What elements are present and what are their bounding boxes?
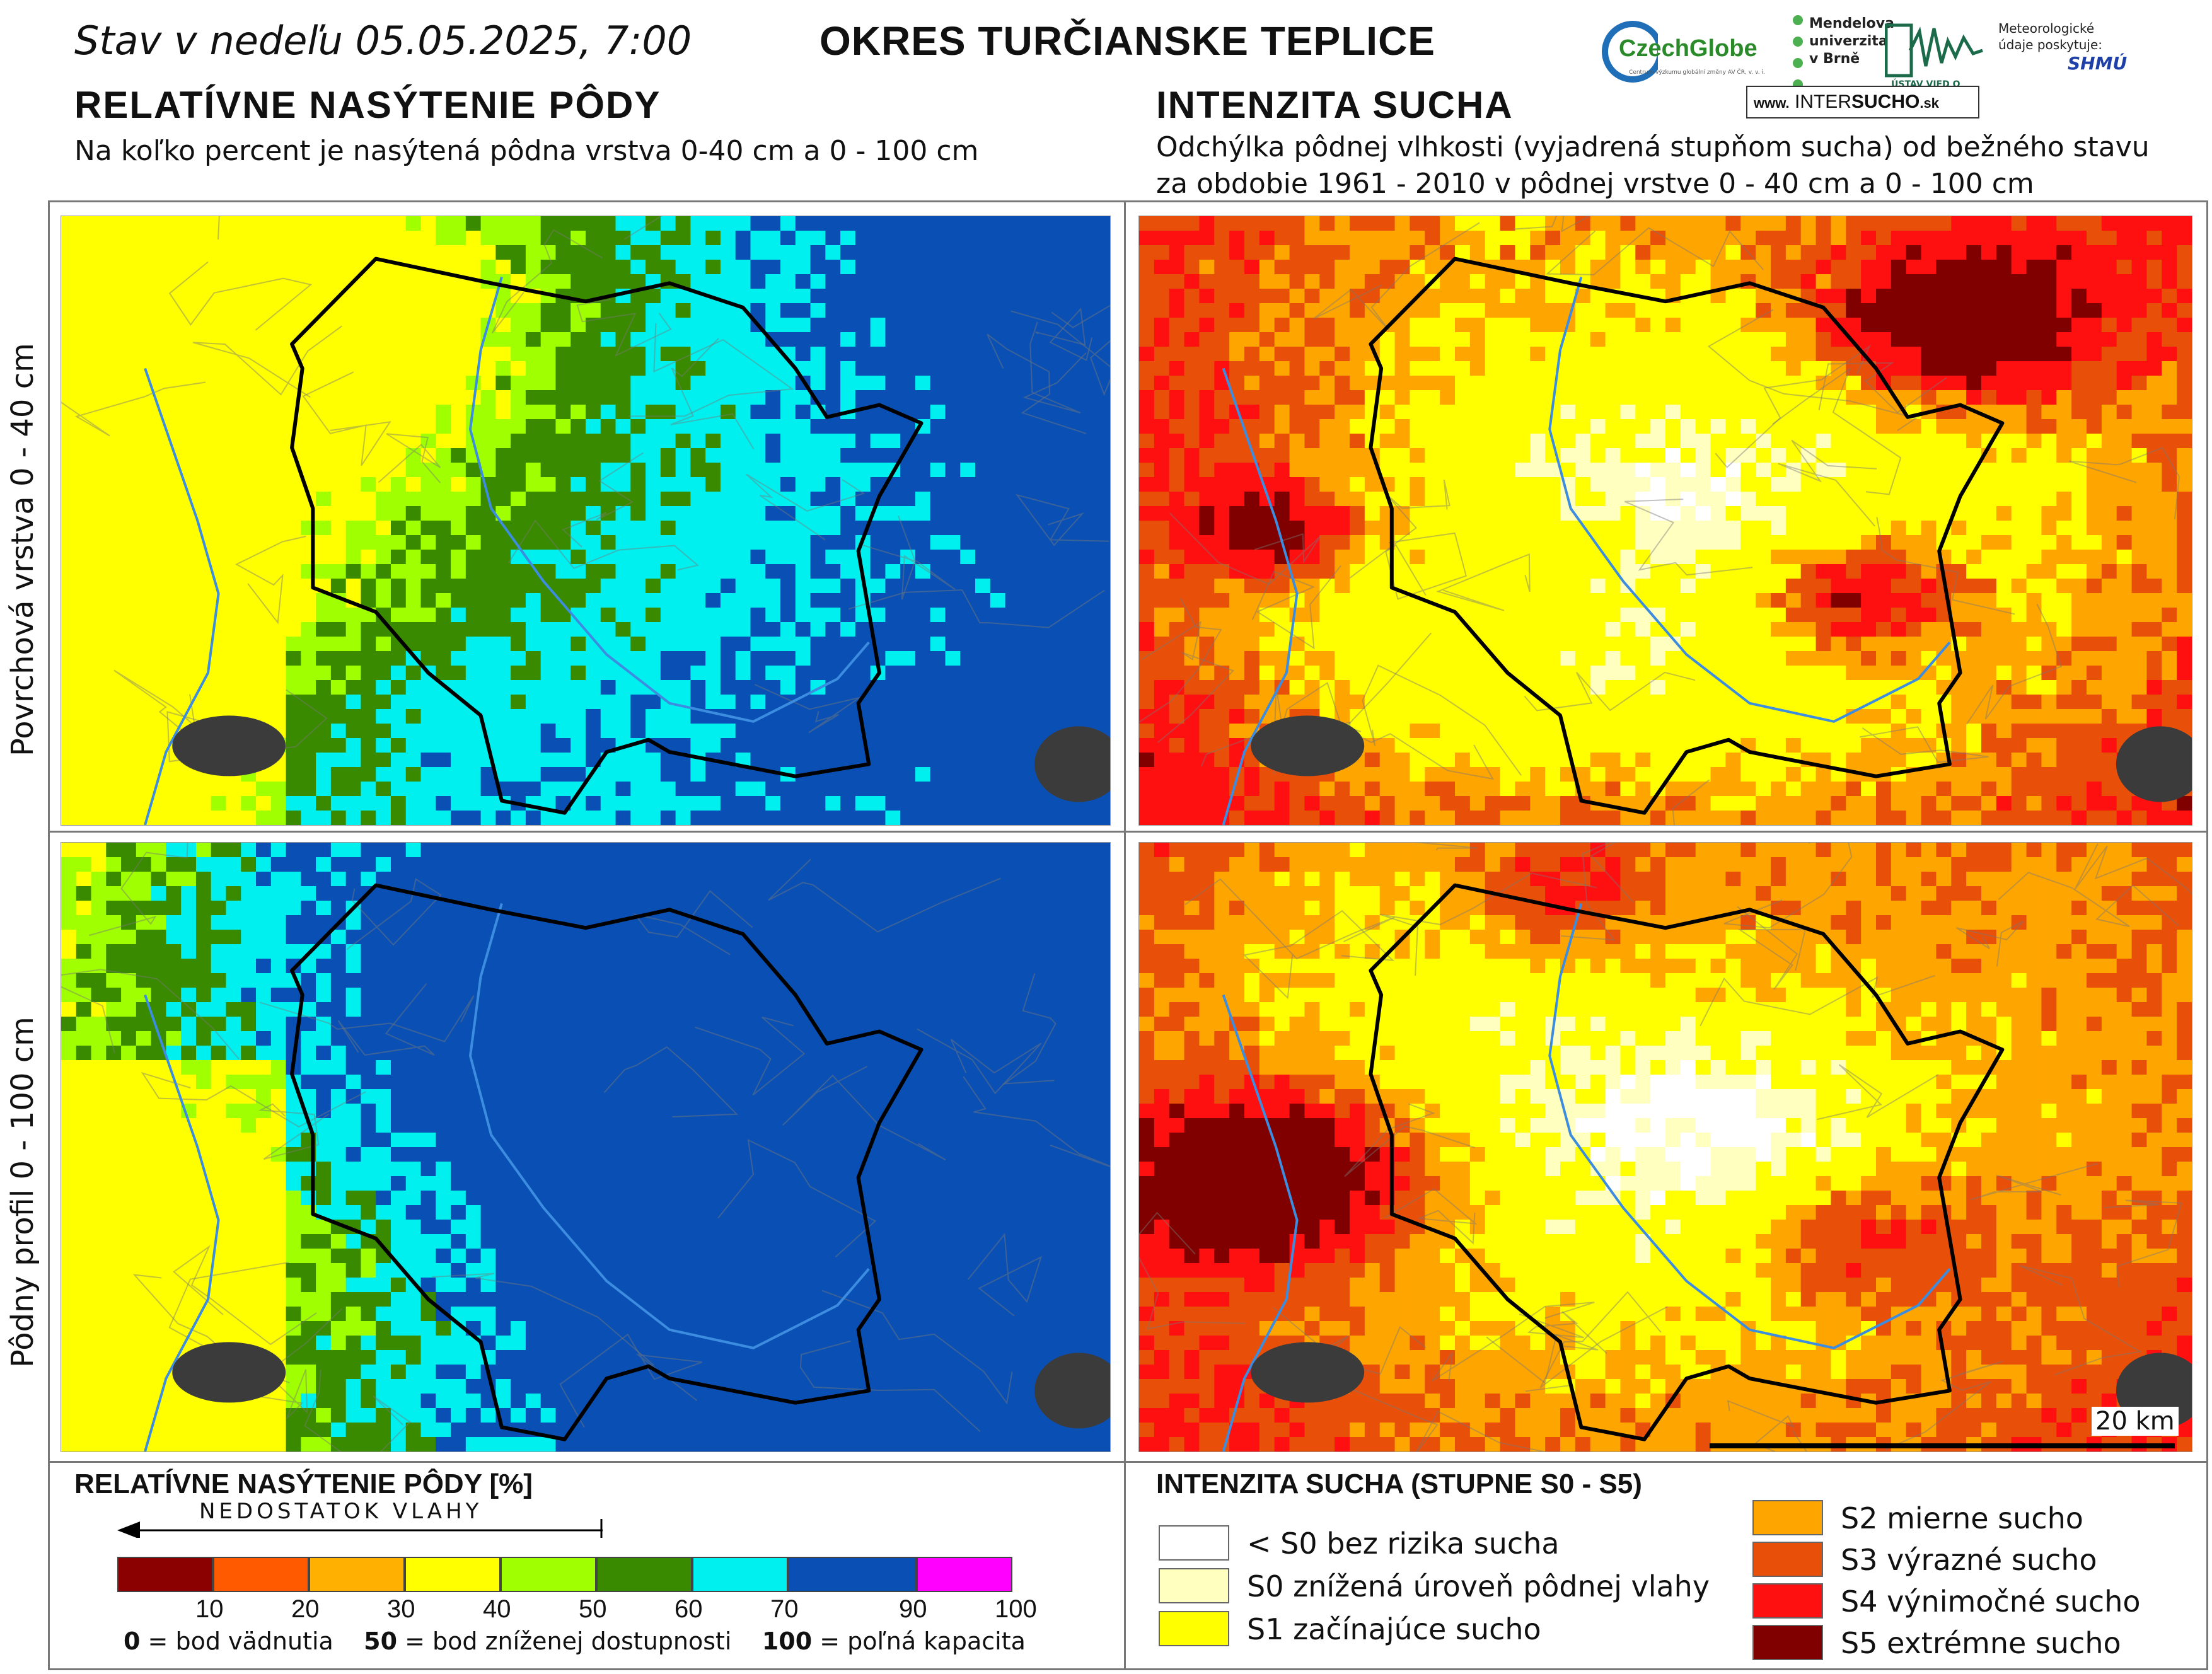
drought-legend-label: S4 výnimočné sucho bbox=[1841, 1585, 2141, 1619]
saturation-tick-label: 70 bbox=[770, 1595, 799, 1623]
saturation-color-bar bbox=[117, 1557, 1025, 1592]
saturation-tick-label: 40 bbox=[483, 1595, 511, 1623]
drought-subtitle-1: Odchýlka pôdnej vlhkosti (vyjadrená stup… bbox=[1156, 131, 2150, 163]
saturation-swatch bbox=[405, 1557, 501, 1592]
scale-bar-label: 20 km bbox=[2092, 1407, 2179, 1436]
saturation-swatch bbox=[788, 1557, 917, 1592]
drought-legend-label: S0 znížená úroveň pôdnej vlahy bbox=[1247, 1569, 1710, 1603]
drought-legend-swatch bbox=[1752, 1542, 1823, 1577]
intersucho-logo: www. INTERSUCHO.sk bbox=[1746, 86, 1979, 118]
district-title: OKRES TURČIANSKE TEPLICE bbox=[819, 18, 1435, 64]
saturation-subtitle: Na koľko percent je nasýtená pôdna vrstv… bbox=[74, 135, 979, 167]
mendel-logo: Mendelova univerzita v Brně bbox=[1790, 11, 1894, 100]
saturation-tick-label: 50 bbox=[579, 1595, 607, 1623]
drought-profile-map bbox=[1138, 842, 2192, 1452]
shmu-logo: SHMÚ bbox=[2068, 53, 2128, 74]
row-label-profile: Pôdny profil 0 - 100 cm bbox=[5, 1017, 40, 1368]
saturation-topsoil-map bbox=[61, 216, 1111, 826]
drought-legend-label: S2 mierne sucho bbox=[1841, 1501, 2083, 1535]
vertical-divider bbox=[1124, 200, 1126, 1670]
drought-legend: < S0 bez rizika sucha S0 znížená úroveň p… bbox=[1154, 1500, 2200, 1670]
drought-legend-label: S5 extrémne sucho bbox=[1841, 1626, 2121, 1660]
saturation-swatch bbox=[213, 1557, 309, 1592]
saturation-tick-label: 90 bbox=[899, 1595, 927, 1623]
drought-profile-map-raster bbox=[1139, 843, 2192, 1452]
deficit-arrow: NEDOSTATOK VLAHY bbox=[117, 1499, 603, 1538]
drought-topsoil-map-raster bbox=[1139, 216, 2192, 825]
saturation-swatch bbox=[117, 1557, 213, 1592]
drought-subtitle-2: za obdobie 1961 - 2010 v pôdnej vrstve 0… bbox=[1156, 168, 2034, 200]
saturation-swatch bbox=[917, 1557, 1012, 1592]
saturation-swatch bbox=[596, 1557, 692, 1592]
drought-legend-title: INTENZITA SUCHA (STUPNE S0 - S5) bbox=[1156, 1469, 1642, 1499]
saturation-profile-map bbox=[61, 842, 1111, 1452]
saturation-tick-label: 60 bbox=[675, 1595, 703, 1623]
drought-topsoil-map bbox=[1138, 216, 2192, 826]
drought-legend-swatch bbox=[1159, 1525, 1229, 1561]
drought-legend-swatch bbox=[1752, 1625, 1823, 1660]
row-divider bbox=[48, 831, 2208, 833]
drought-legend-swatch bbox=[1752, 1583, 1823, 1619]
czechglobe-logo: CzechGlobe Centrum výzkumu globální změn… bbox=[1601, 16, 1778, 92]
saturation-swatch bbox=[501, 1557, 596, 1592]
map-date: Stav v nedeľu 05.05.2025, 7:00 bbox=[74, 18, 692, 64]
partner-logos: CzechGlobe Centrum výzkumu globální změn… bbox=[1601, 11, 2194, 118]
saturation-legend-title: RELATÍVNE NASÝTENIE PÔDY [%] bbox=[74, 1469, 533, 1499]
saturation-topsoil-map-raster bbox=[61, 216, 1110, 825]
panels-frame bbox=[48, 200, 2208, 1670]
drought-legend-swatch bbox=[1752, 1500, 1823, 1535]
saturation-ticks: 10 20 30 40 50 60 70 90 100 bbox=[117, 1591, 1038, 1624]
drought-legend-label: S1 začínajúce sucho bbox=[1247, 1612, 1541, 1646]
drought-title: INTENZITA SUCHA bbox=[1156, 84, 1514, 126]
horizontal-divider bbox=[48, 1461, 2208, 1463]
saturation-profile-map-raster bbox=[61, 843, 1110, 1452]
drought-legend-swatch bbox=[1159, 1568, 1229, 1603]
drought-legend-label: < S0 bez rizika sucha bbox=[1247, 1527, 1560, 1561]
saturation-tick-label: 100 bbox=[995, 1595, 1037, 1623]
saturation-tick-label: 30 bbox=[387, 1595, 415, 1623]
saturation-swatch bbox=[692, 1557, 788, 1592]
row-label-topsoil: Povrchová vrstva 0 - 40 cm bbox=[5, 343, 40, 756]
drought-legend-label: S3 výrazné sucho bbox=[1841, 1543, 2097, 1577]
saturation-note: 0 = bod vädnutia 50 = bod zníženej dostu… bbox=[124, 1627, 1026, 1655]
drought-legend-swatch bbox=[1159, 1611, 1229, 1646]
deficit-arrow-label: NEDOSTATOK VLAHY bbox=[199, 1499, 483, 1524]
saturation-tick-label: 20 bbox=[291, 1595, 320, 1623]
saturation-tick-label: 10 bbox=[195, 1595, 224, 1623]
saturation-swatch bbox=[309, 1557, 405, 1592]
saturation-title: RELATÍVNE NASÝTENIE PÔDY bbox=[74, 84, 661, 126]
scale-bar bbox=[1710, 1443, 2175, 1448]
